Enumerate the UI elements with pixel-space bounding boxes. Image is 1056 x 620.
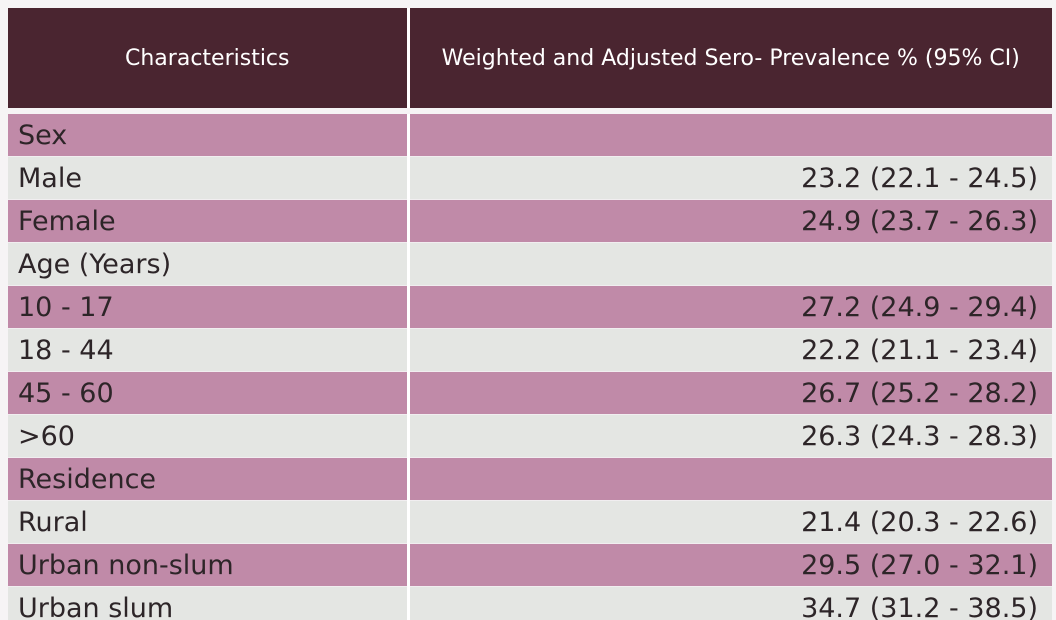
row-value: 23.2 (22.1 - 24.5) — [408, 156, 1052, 200]
row-label: Urban non-slum — [8, 543, 410, 587]
row-label: 45 - 60 — [8, 371, 410, 415]
row-label: Sex — [8, 114, 410, 157]
table-row: Urban slum 34.7 (31.2 - 38.5) — [8, 586, 1052, 620]
table-row: >60 26.3 (24.3 - 28.3) — [8, 414, 1052, 458]
table-row: 45 - 60 26.7 (25.2 - 28.2) — [8, 371, 1052, 415]
table-row: Male 23.2 (22.1 - 24.5) — [8, 156, 1052, 200]
row-label: 18 - 44 — [8, 328, 410, 372]
row-label: Male — [8, 156, 410, 200]
row-value: 29.5 (27.0 - 32.1) — [408, 543, 1052, 587]
row-label: Residence — [8, 457, 410, 501]
seroprevalence-table: Characteristics Weighted and Adjusted Se… — [8, 8, 1052, 620]
table-row: Sex — [8, 114, 1052, 157]
row-value: 26.7 (25.2 - 28.2) — [408, 371, 1052, 415]
row-value — [408, 242, 1052, 286]
table-row: Rural 21.4 (20.3 - 22.6) — [8, 500, 1052, 544]
row-value: 21.4 (20.3 - 22.6) — [408, 500, 1052, 544]
table-row: Age (Years) — [8, 242, 1052, 286]
table-header-row: Characteristics Weighted and Adjusted Se… — [8, 8, 1052, 108]
table-row: Urban non-slum 29.5 (27.0 - 32.1) — [8, 543, 1052, 587]
header-characteristics: Characteristics — [8, 8, 410, 108]
header-spacer — [8, 108, 1052, 114]
table-row: Female 24.9 (23.7 - 26.3) — [8, 199, 1052, 243]
row-value: 24.9 (23.7 - 26.3) — [408, 199, 1052, 243]
table-row: 18 - 44 22.2 (21.1 - 23.4) — [8, 328, 1052, 372]
row-label: Female — [8, 199, 410, 243]
header-prevalence: Weighted and Adjusted Sero- Prevalence %… — [408, 8, 1052, 108]
row-value: 27.2 (24.9 - 29.4) — [408, 285, 1052, 329]
table-row: 10 - 17 27.2 (24.9 - 29.4) — [8, 285, 1052, 329]
row-label: Age (Years) — [8, 242, 410, 286]
row-value: 22.2 (21.1 - 23.4) — [408, 328, 1052, 372]
table-row: Residence — [8, 457, 1052, 501]
row-value: 34.7 (31.2 - 38.5) — [408, 586, 1052, 620]
row-value — [408, 114, 1052, 157]
row-label: Urban slum — [8, 586, 410, 620]
row-label: >60 — [8, 414, 410, 458]
row-label: Rural — [8, 500, 410, 544]
row-label: 10 - 17 — [8, 285, 410, 329]
row-value — [408, 457, 1052, 501]
row-value: 26.3 (24.3 - 28.3) — [408, 414, 1052, 458]
